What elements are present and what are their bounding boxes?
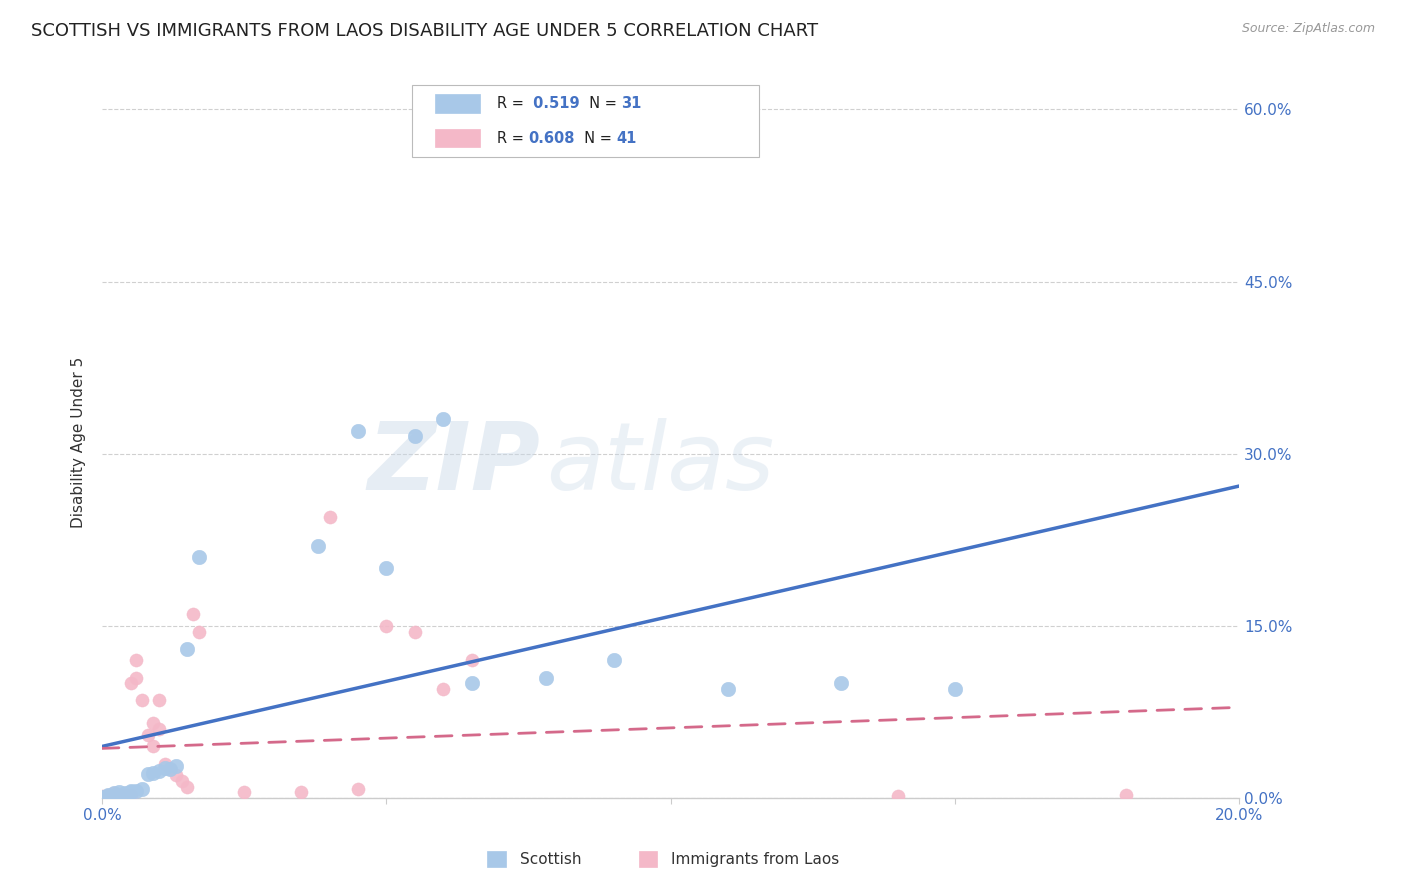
Point bbox=[187, 624, 209, 639]
Point bbox=[103, 789, 125, 803]
Text: Immigrants from Laos: Immigrants from Laos bbox=[672, 852, 839, 867]
Point bbox=[91, 789, 114, 803]
Point bbox=[131, 693, 153, 707]
Point bbox=[1115, 788, 1137, 802]
Point bbox=[887, 789, 910, 803]
Text: N =: N = bbox=[575, 130, 616, 145]
Point bbox=[153, 756, 176, 771]
Point bbox=[432, 681, 454, 696]
Point bbox=[534, 671, 557, 685]
Point bbox=[114, 788, 136, 802]
Point bbox=[716, 681, 738, 696]
Point bbox=[120, 789, 142, 803]
Point bbox=[142, 765, 165, 780]
Point bbox=[153, 761, 176, 775]
Point bbox=[103, 789, 125, 804]
Point bbox=[97, 788, 120, 802]
Point bbox=[148, 693, 170, 707]
Point bbox=[159, 763, 181, 777]
Point bbox=[318, 509, 340, 524]
Point bbox=[103, 787, 125, 801]
Point bbox=[136, 728, 159, 742]
Point bbox=[307, 539, 329, 553]
Text: Scottish: Scottish bbox=[520, 852, 581, 867]
Point bbox=[103, 789, 125, 803]
Point bbox=[233, 785, 256, 799]
Text: SCOTTISH VS IMMIGRANTS FROM LAOS DISABILITY AGE UNDER 5 CORRELATION CHART: SCOTTISH VS IMMIGRANTS FROM LAOS DISABIL… bbox=[31, 22, 818, 40]
Point bbox=[91, 789, 114, 804]
Point bbox=[603, 653, 626, 667]
Point bbox=[120, 784, 142, 798]
Point bbox=[136, 767, 159, 781]
Point bbox=[114, 789, 136, 803]
Point bbox=[461, 676, 484, 690]
Point bbox=[165, 768, 187, 782]
Point bbox=[142, 716, 165, 731]
Text: ZIP: ZIP bbox=[367, 417, 540, 509]
Point bbox=[181, 607, 204, 622]
Point bbox=[108, 788, 131, 802]
Point bbox=[148, 722, 170, 736]
Point bbox=[97, 788, 120, 802]
Point bbox=[165, 759, 187, 773]
Point bbox=[125, 653, 148, 667]
Point bbox=[830, 676, 852, 690]
Text: atlas: atlas bbox=[546, 418, 773, 509]
Point bbox=[375, 619, 398, 633]
Point bbox=[97, 789, 120, 803]
Text: Source: ZipAtlas.com: Source: ZipAtlas.com bbox=[1241, 22, 1375, 36]
Text: R =: R = bbox=[496, 130, 529, 145]
Point bbox=[97, 789, 120, 803]
Point bbox=[159, 763, 181, 777]
Point bbox=[120, 785, 142, 799]
Point bbox=[125, 784, 148, 798]
Point bbox=[91, 789, 114, 804]
Point bbox=[176, 780, 198, 794]
Point bbox=[347, 424, 370, 438]
Point bbox=[404, 429, 426, 443]
Point bbox=[120, 676, 142, 690]
Point bbox=[108, 789, 131, 803]
Point bbox=[131, 781, 153, 796]
Point bbox=[97, 789, 120, 804]
Point bbox=[461, 653, 484, 667]
Point bbox=[148, 764, 170, 778]
Y-axis label: Disability Age Under 5: Disability Age Under 5 bbox=[72, 357, 86, 528]
Point bbox=[404, 624, 426, 639]
Text: 31: 31 bbox=[621, 96, 641, 112]
Point bbox=[108, 785, 131, 799]
Text: 41: 41 bbox=[616, 130, 637, 145]
Point bbox=[120, 788, 142, 802]
Point bbox=[114, 787, 136, 801]
Text: 0.519: 0.519 bbox=[529, 96, 579, 112]
Text: N =: N = bbox=[579, 96, 621, 112]
Point bbox=[125, 671, 148, 685]
Text: 0.608: 0.608 bbox=[529, 130, 575, 145]
Text: R =: R = bbox=[496, 96, 529, 112]
Point bbox=[176, 641, 198, 656]
Point bbox=[142, 739, 165, 754]
Point bbox=[290, 785, 312, 799]
Point bbox=[943, 681, 966, 696]
Point bbox=[432, 412, 454, 426]
Point bbox=[103, 787, 125, 801]
Point bbox=[375, 561, 398, 575]
Point bbox=[108, 788, 131, 802]
Point bbox=[170, 773, 193, 788]
Point bbox=[108, 789, 131, 804]
Point bbox=[187, 549, 209, 564]
Point bbox=[347, 781, 370, 796]
